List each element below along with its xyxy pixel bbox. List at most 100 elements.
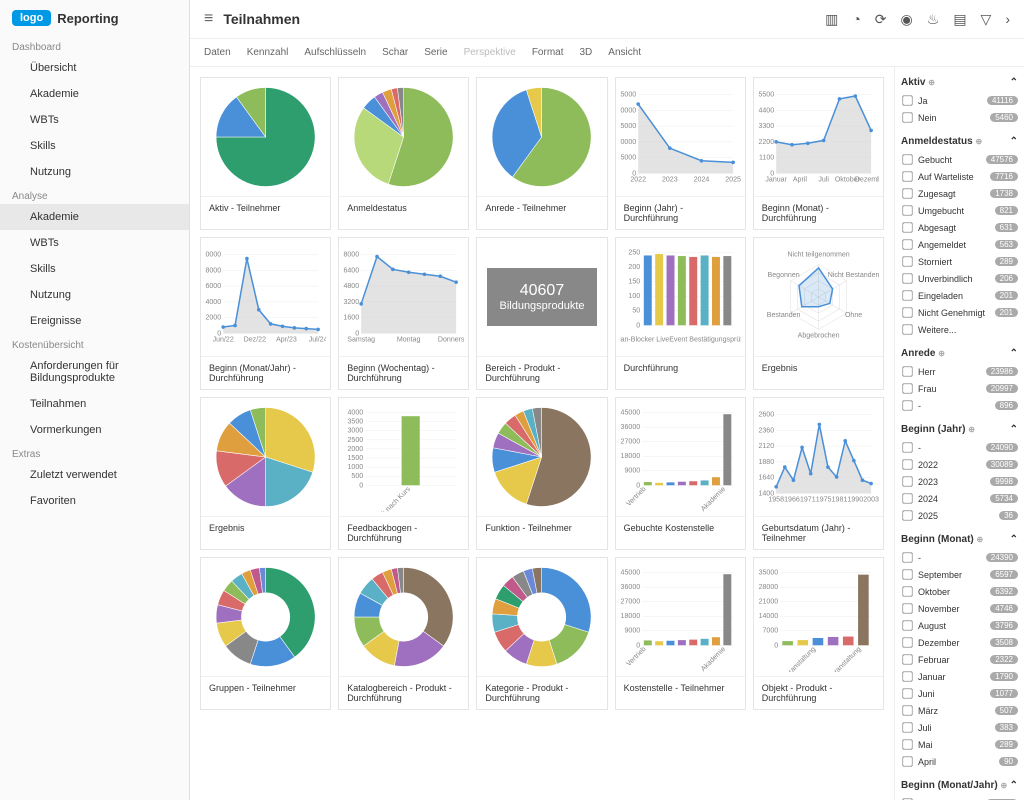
filter-item[interactable]: Zugesagt1738 xyxy=(901,185,1018,202)
filter-item[interactable]: 20245734 xyxy=(901,490,1018,507)
filter-checkbox[interactable] xyxy=(902,324,912,334)
filter-checkbox[interactable] xyxy=(902,586,912,596)
filter-item[interactable]: Weitere... xyxy=(901,321,1018,338)
tab-kennzahl[interactable]: Kennzahl xyxy=(247,47,289,58)
filter-checkbox[interactable] xyxy=(902,95,912,105)
chart-card[interactable]: Gruppen - Teilnehmer xyxy=(200,557,331,710)
filter-item[interactable]: Juli383 xyxy=(901,719,1018,736)
filter-checkbox[interactable] xyxy=(902,273,912,283)
nav-item[interactable]: WBTs xyxy=(0,230,189,256)
filter-checkbox[interactable] xyxy=(902,459,912,469)
filter-checkbox[interactable] xyxy=(902,442,912,452)
filter-checkbox[interactable] xyxy=(902,739,912,749)
filter-item[interactable]: April90 xyxy=(901,753,1018,770)
tab-ansicht[interactable]: Ansicht xyxy=(608,47,641,58)
filter-item[interactable]: -896 xyxy=(901,397,1018,414)
menu-icon[interactable]: ≡ xyxy=(204,10,213,28)
chart-card[interactable]: 2600236021201880164014001958196619711975… xyxy=(753,397,884,550)
filter-checkbox[interactable] xyxy=(902,552,912,562)
nav-item[interactable]: Vormerkungen xyxy=(0,417,189,443)
filter-item[interactable]: Abgesagt631 xyxy=(901,219,1018,236)
chart-card[interactable]: 2500020000150001000050000202220232024202… xyxy=(615,77,746,230)
filter-item[interactable]: Juni1077 xyxy=(901,685,1018,702)
chart-card[interactable]: Katalogbereich - Produkt - Durchführung xyxy=(338,557,469,710)
filter-icon[interactable]: ▽ xyxy=(981,11,992,28)
filter-checkbox[interactable] xyxy=(902,383,912,393)
filter-item[interactable]: -24390 xyxy=(901,549,1018,566)
nav-item[interactable]: Akademie xyxy=(0,81,189,107)
filter-item[interactable]: 202230089 xyxy=(901,456,1018,473)
filter-item[interactable]: Nein5460 xyxy=(901,109,1018,126)
tab-schar[interactable]: Schar xyxy=(382,47,408,58)
filter-item[interactable]: Ja41116 xyxy=(901,92,1018,109)
filter-checkbox[interactable] xyxy=(902,239,912,249)
chart-card[interactable]: 3500028000210001400070000Onlineveranstal… xyxy=(753,557,884,710)
filter-item[interactable]: November4746 xyxy=(901,600,1018,617)
filter-item[interactable]: Mai289 xyxy=(901,736,1018,753)
filter-item[interactable]: 20239998 xyxy=(901,473,1018,490)
filter-item[interactable]: Storniert289 xyxy=(901,253,1018,270)
filter-group-header[interactable]: Beginn (Monat/Jahr) ⊕⌃ xyxy=(901,776,1018,795)
nav-item[interactable]: Skills xyxy=(0,133,189,159)
chart-card[interactable]: 800064004800320016000SamstagMontagDonner… xyxy=(338,237,469,390)
filter-checkbox[interactable] xyxy=(902,205,912,215)
nav-item[interactable]: Anforderungen für Bildungsprodukte xyxy=(0,353,189,391)
filter-item[interactable]: Angemeldet563 xyxy=(901,236,1018,253)
filter-item[interactable]: Herr23986 xyxy=(901,363,1018,380)
filter-checkbox[interactable] xyxy=(902,290,912,300)
filter-checkbox[interactable] xyxy=(902,705,912,715)
chart-card[interactable]: 550044003300220011000JanuarAprilJuliOkto… xyxy=(753,77,884,230)
filter-group-header[interactable]: Beginn (Monat) ⊕⌃ xyxy=(901,530,1018,549)
filter-checkbox[interactable] xyxy=(902,671,912,681)
tab-format[interactable]: Format xyxy=(532,47,564,58)
chart-card[interactable]: 4500036000270001800090000VertriebAkademi… xyxy=(615,557,746,710)
tab-serie[interactable]: Serie xyxy=(424,47,447,58)
chart-card[interactable]: Anrede - Teilnehmer xyxy=(476,77,607,230)
filter-checkbox[interactable] xyxy=(902,366,912,376)
filter-checkbox[interactable] xyxy=(902,569,912,579)
chart-card[interactable]: 250200150100500Umplan-Blocker LiveEvent … xyxy=(615,237,746,390)
chart-card[interactable]: 40607BildungsprodukteBereich - Produkt -… xyxy=(476,237,607,390)
filter-item[interactable]: Januar1790 xyxy=(901,668,1018,685)
nav-item[interactable]: WBTs xyxy=(0,107,189,133)
bar-chart-icon[interactable]: ▥ xyxy=(825,11,838,28)
chart-card[interactable]: 1000080006000400020000Jun/22Dez/22Apr/23… xyxy=(200,237,331,390)
filter-item[interactable]: Nicht Genehmigt201 xyxy=(901,304,1018,321)
donut-icon[interactable]: ◉ xyxy=(901,11,913,28)
tab-aufschlüsseln[interactable]: Aufschlüsseln xyxy=(304,47,366,58)
columns-icon[interactable]: ▤ xyxy=(953,11,966,28)
filter-item[interactable]: 202536 xyxy=(901,507,1018,524)
filter-item[interactable]: Oktober6392 xyxy=(901,583,1018,600)
filter-checkbox[interactable] xyxy=(902,493,912,503)
filter-item[interactable]: Unverbindlich206 xyxy=(901,270,1018,287)
flame-icon[interactable]: ♨ xyxy=(927,11,940,28)
filter-checkbox[interactable] xyxy=(902,688,912,698)
filter-group-header[interactable]: Anmeldestatus ⊕⌃ xyxy=(901,132,1018,151)
pie-icon[interactable]: ◔ xyxy=(852,11,860,28)
filter-item[interactable]: -24090 xyxy=(901,439,1018,456)
chart-card[interactable]: Anmeldestatus xyxy=(338,77,469,230)
filter-checkbox[interactable] xyxy=(902,400,912,410)
nav-item[interactable]: Akademie xyxy=(0,204,189,230)
filter-item[interactable]: Februar2322 xyxy=(901,651,1018,668)
filter-checkbox[interactable] xyxy=(902,154,912,164)
filter-checkbox[interactable] xyxy=(902,620,912,630)
filter-item[interactable]: Umgebucht821 xyxy=(901,202,1018,219)
filter-checkbox[interactable] xyxy=(902,256,912,266)
nav-item[interactable]: Nutzung xyxy=(0,282,189,308)
chart-card[interactable]: Kategorie - Produkt - Durchführung xyxy=(476,557,607,710)
filter-item[interactable]: Gebucht47576 xyxy=(901,151,1018,168)
filter-item[interactable]: September6597 xyxy=(901,566,1018,583)
filter-checkbox[interactable] xyxy=(902,722,912,732)
filter-item[interactable]: Frau20997 xyxy=(901,380,1018,397)
filter-checkbox[interactable] xyxy=(902,756,912,766)
filter-checkbox[interactable] xyxy=(902,510,912,520)
filter-item[interactable]: Auf Warteliste7716 xyxy=(901,168,1018,185)
chart-card[interactable]: 4500036000270001800090000VertriebAkademi… xyxy=(615,397,746,550)
filter-checkbox[interactable] xyxy=(902,637,912,647)
filter-item[interactable]: Dezember3508 xyxy=(901,634,1018,651)
filter-checkbox[interactable] xyxy=(902,171,912,181)
filter-checkbox[interactable] xyxy=(902,112,912,122)
nav-item[interactable]: Teilnahmen xyxy=(0,391,189,417)
filter-item[interactable]: -24390 xyxy=(901,795,1018,800)
